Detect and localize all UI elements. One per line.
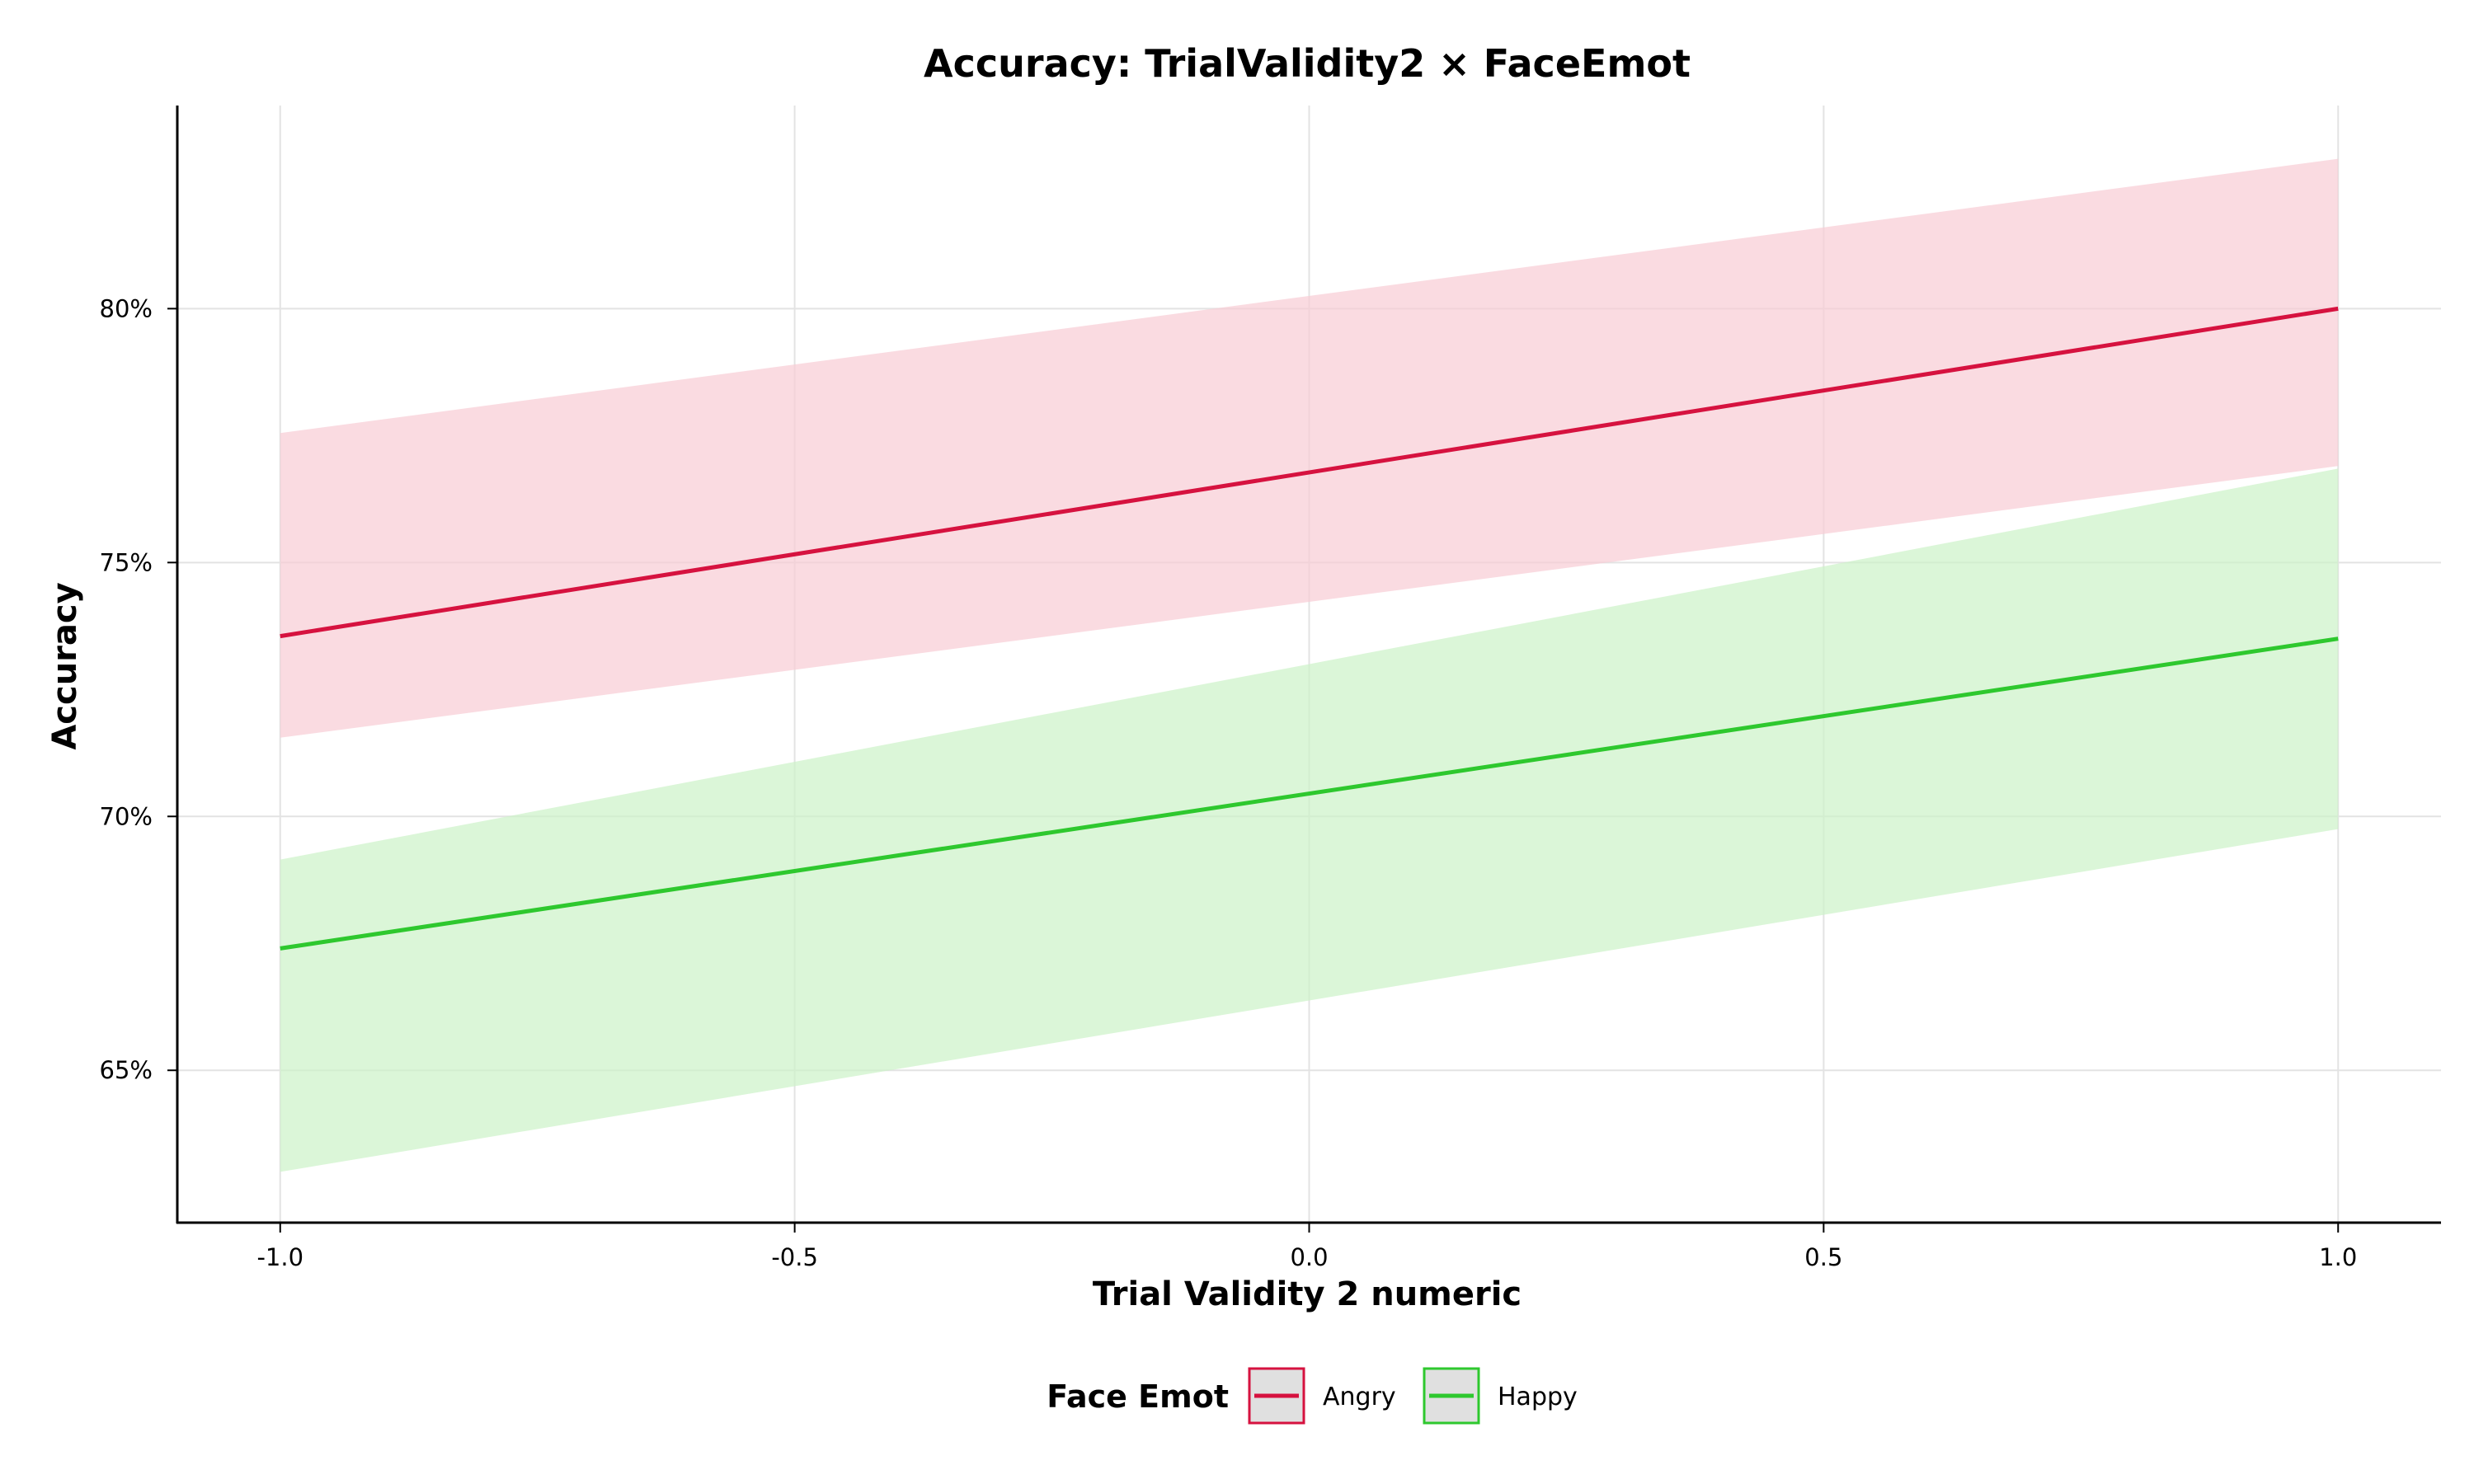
- confidence-band-happy: [280, 468, 2339, 1172]
- confidence-band-angry: [280, 158, 2339, 738]
- series-lines: [280, 306, 2339, 951]
- y-tick-label: 65%: [100, 1056, 153, 1084]
- series-line-angry: [280, 306, 2339, 639]
- legend: Face Emot Angry Happy: [1047, 1367, 1578, 1425]
- y-tick-label: 70%: [100, 802, 153, 830]
- x-ticks: -1.0 -0.5 0.0 0.5 1.0: [256, 1223, 2357, 1271]
- x-tick-label: -1.0: [256, 1243, 303, 1271]
- series-line-happy: [280, 636, 2339, 951]
- chart-title: Accuracy: TrialValidity2 × FaceEmot: [924, 41, 1691, 86]
- x-tick-label: 0.0: [1290, 1243, 1328, 1271]
- legend-title: Face Emot: [1047, 1378, 1229, 1415]
- x-tick-label: 0.5: [1804, 1243, 1842, 1271]
- confidence-bands: [280, 158, 2339, 1172]
- x-tick-label: -0.5: [771, 1243, 818, 1271]
- y-tick-label: 80%: [100, 294, 153, 322]
- x-axis-title: Trial Validity 2 numeric: [1093, 1275, 1522, 1313]
- y-ticks: 65% 70% 75% 80%: [100, 294, 177, 1084]
- legend-label-angry: Angry: [1323, 1383, 1396, 1411]
- x-tick-label: 1.0: [2319, 1243, 2357, 1271]
- legend-label-happy: Happy: [1498, 1383, 1578, 1411]
- y-axis-title: Accuracy: [46, 582, 84, 749]
- y-tick-label: 75%: [100, 548, 153, 576]
